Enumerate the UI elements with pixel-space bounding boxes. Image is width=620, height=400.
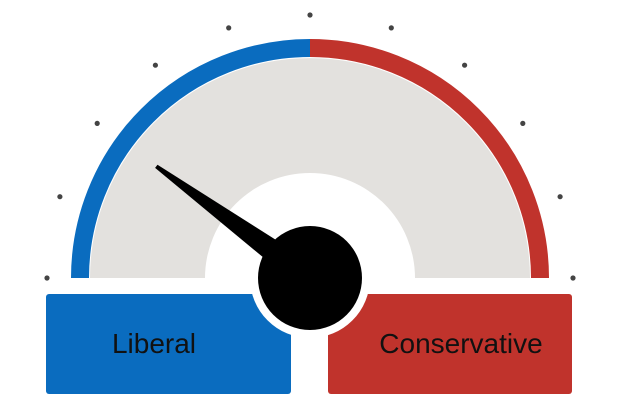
gauge-tick-dot [307, 12, 313, 18]
gauge-ticks [44, 12, 576, 281]
gauge-tick-dot [462, 62, 468, 68]
liberal-box [46, 294, 291, 394]
gauge-hub [258, 226, 362, 330]
gauge-tick-dot [388, 25, 394, 31]
conservative-box [328, 294, 572, 394]
gauge-tick-dot [557, 194, 563, 200]
gauge-tick-dot [57, 194, 63, 200]
gauge-tick-dot [152, 62, 158, 68]
gauge-face [90, 58, 530, 279]
gauge-tick-dot [226, 25, 232, 31]
gauge-tick-dot [570, 275, 576, 281]
gauge-tick-dot [520, 120, 526, 126]
conservative-label: Conservative [379, 328, 542, 359]
gauge-tick-dot [44, 275, 50, 281]
liberal-rim-arc [71, 39, 311, 279]
liberal-label: Liberal [112, 328, 196, 359]
gauge-tick-dot [94, 120, 100, 126]
conservative-rim-arc [309, 39, 549, 279]
